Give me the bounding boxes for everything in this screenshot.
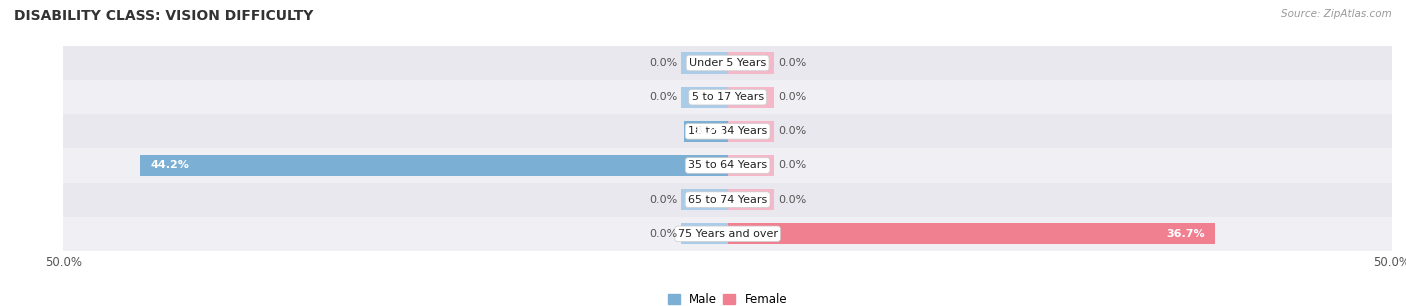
Text: 0.0%: 0.0%	[778, 195, 807, 205]
Text: 75 Years and over: 75 Years and over	[678, 229, 778, 239]
Text: 18 to 34 Years: 18 to 34 Years	[688, 126, 768, 136]
Legend: Male, Female: Male, Female	[664, 288, 792, 306]
Bar	[63, 183, 1392, 217]
Bar	[63, 80, 1392, 114]
Text: 0.0%: 0.0%	[648, 92, 678, 102]
Text: 0.0%: 0.0%	[778, 126, 807, 136]
Text: 0.0%: 0.0%	[778, 58, 807, 68]
Text: 0.0%: 0.0%	[648, 195, 678, 205]
Bar	[728, 52, 775, 73]
Bar	[728, 121, 775, 142]
Text: 35 to 64 Years: 35 to 64 Years	[688, 160, 768, 170]
Bar	[63, 148, 1392, 183]
Text: 44.2%: 44.2%	[150, 160, 190, 170]
Text: 36.7%: 36.7%	[1166, 229, 1205, 239]
Bar	[141, 155, 728, 176]
Bar	[681, 52, 728, 73]
Bar	[63, 217, 1392, 251]
Text: 65 to 74 Years: 65 to 74 Years	[688, 195, 768, 205]
Bar	[728, 155, 775, 176]
Bar	[728, 87, 775, 108]
Text: Under 5 Years: Under 5 Years	[689, 58, 766, 68]
Bar	[681, 223, 728, 244]
Text: 0.0%: 0.0%	[648, 229, 678, 239]
Bar	[681, 189, 728, 210]
Text: DISABILITY CLASS: VISION DIFFICULTY: DISABILITY CLASS: VISION DIFFICULTY	[14, 9, 314, 23]
Bar	[728, 189, 775, 210]
Bar	[63, 46, 1392, 80]
Bar	[683, 121, 728, 142]
Text: 3.3%: 3.3%	[695, 126, 725, 136]
Text: 0.0%: 0.0%	[778, 92, 807, 102]
Text: 5 to 17 Years: 5 to 17 Years	[692, 92, 763, 102]
Text: 0.0%: 0.0%	[648, 58, 678, 68]
Bar	[681, 87, 728, 108]
Text: 0.0%: 0.0%	[778, 160, 807, 170]
Bar	[63, 114, 1392, 148]
Text: Source: ZipAtlas.com: Source: ZipAtlas.com	[1281, 9, 1392, 19]
Bar	[728, 223, 1215, 244]
